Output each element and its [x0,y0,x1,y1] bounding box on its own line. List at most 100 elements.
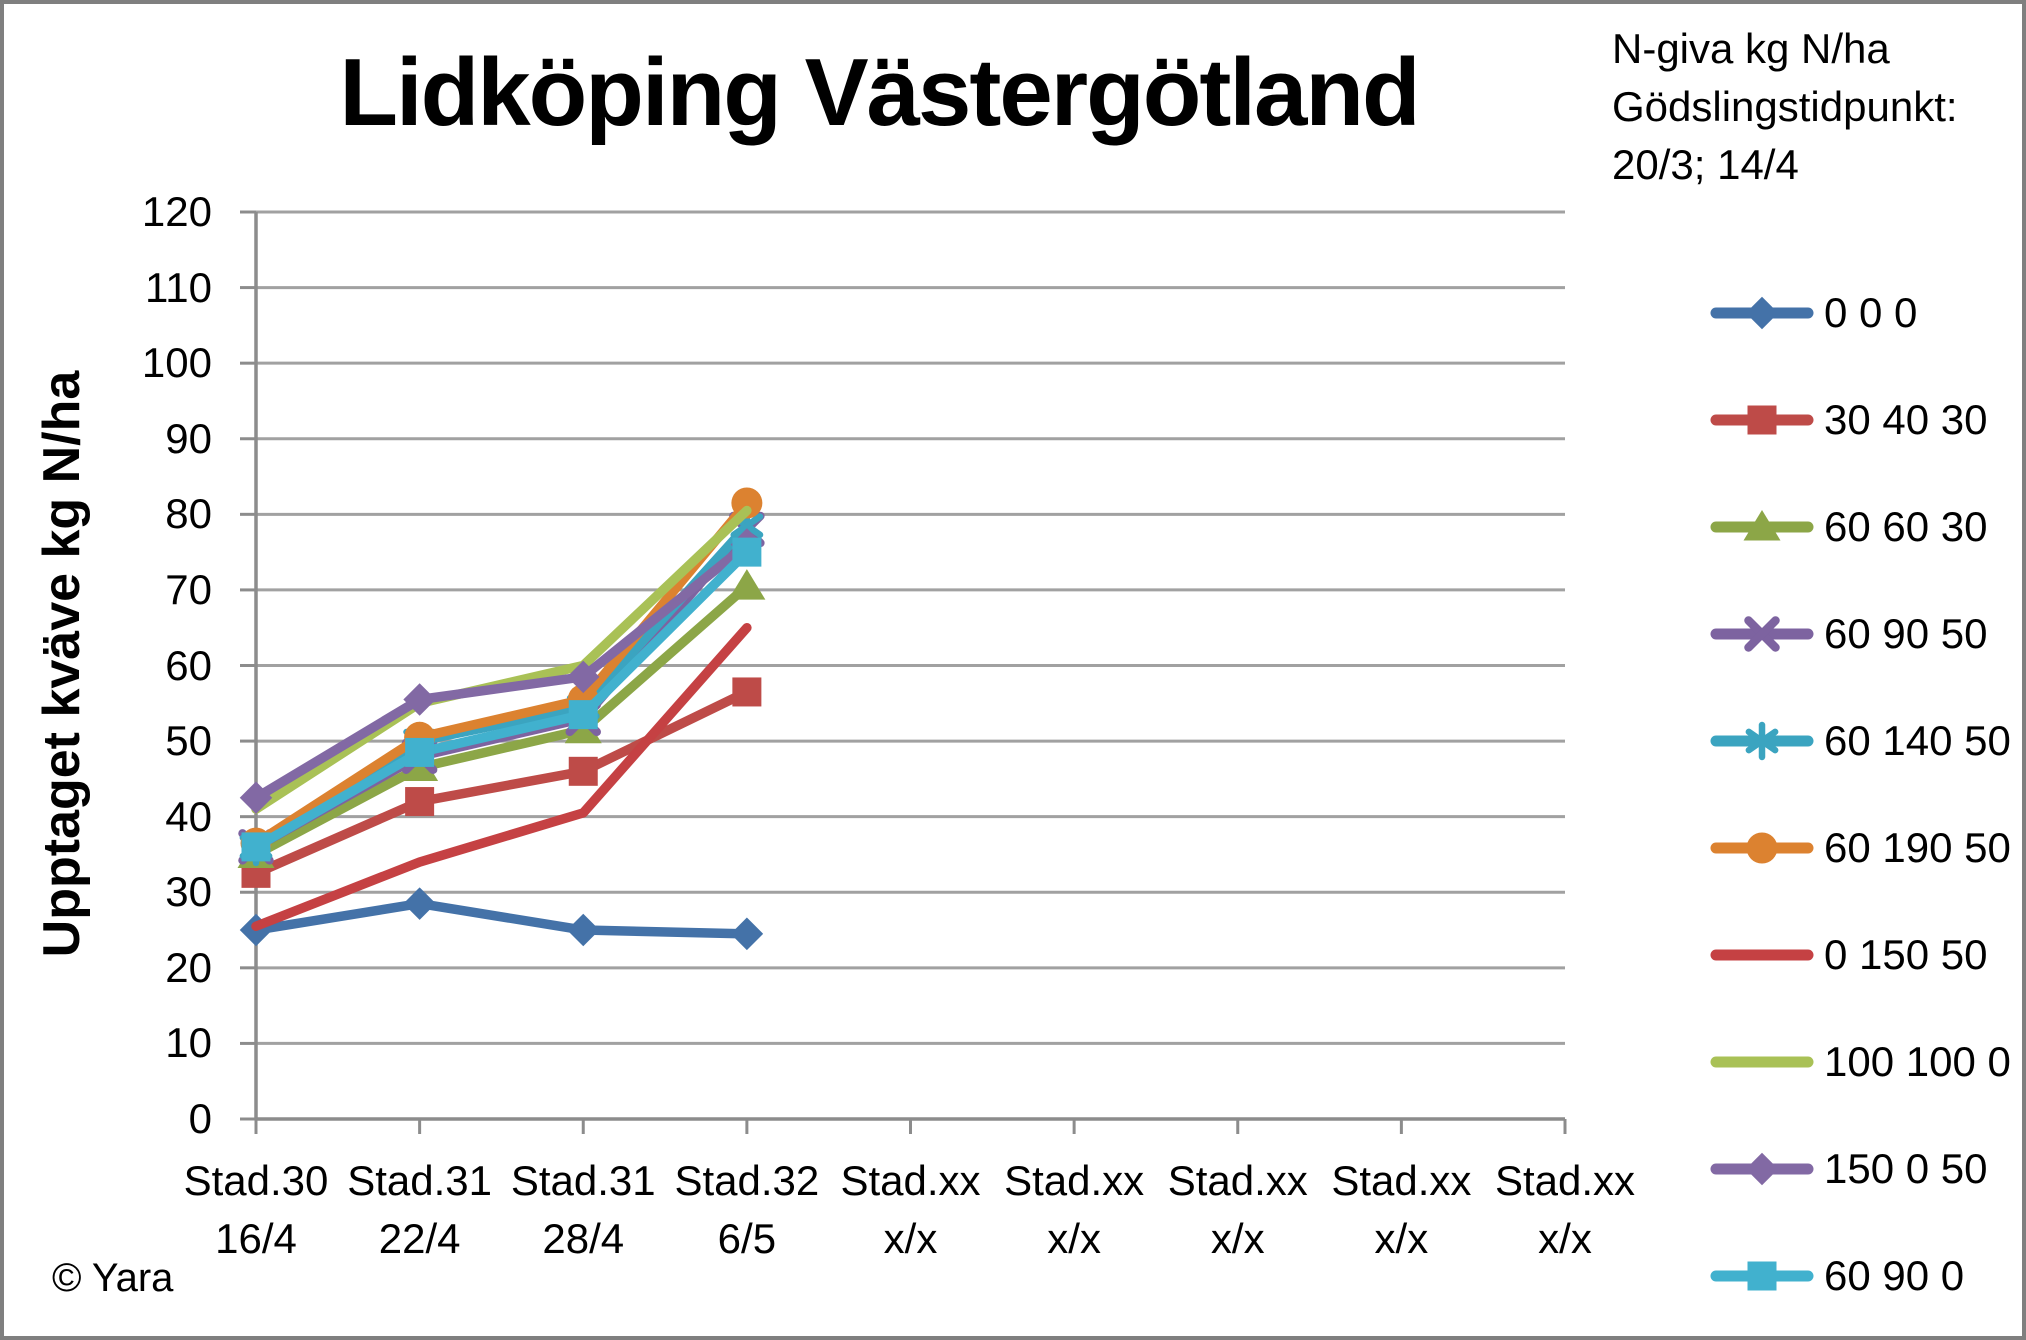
y-axis-tick-label: 40 [165,792,212,840]
legend-label: 60 60 30 [1824,503,1988,550]
legend-swatch [1710,296,1814,330]
series-60 190 50 [240,487,763,859]
legend-label: 0 150 50 [1824,931,1988,978]
legend-label: 100 100 0 [1824,1038,2011,1085]
marker-diamond [403,683,436,716]
marker-square [568,700,598,730]
legend-item-60-90-0: 60 90 0 [1710,1249,1964,1303]
marker-square [568,756,598,786]
marker-square [1747,1261,1777,1291]
y-axis-tick-label: 80 [165,490,212,538]
marker-diamond [1745,296,1779,330]
x-axis-category-label: Stad.xx x/x [796,1152,1026,1268]
category-date-label: x/x [883,1215,938,1262]
marker-triangle [728,569,766,600]
y-axis-tick-label: 50 [165,717,212,765]
legend-item-60-140-50: 60 140 50 [1710,714,2011,768]
y-axis-tick-label: 10 [165,1019,212,1067]
series-line [251,687,752,879]
marker-square [1747,405,1777,435]
series-60 90 0 [241,537,762,862]
legend-label: 30 40 30 [1824,396,1988,443]
legend-swatch [1710,405,1814,435]
x-axis-category-label: Stad.31 28/4 [468,1152,698,1268]
category-stage-label: Stad.31 [510,1157,656,1204]
legend-title-line-1: N-giva kg N/ha [1612,25,1890,72]
marker-square [405,737,435,767]
legend-label: 60 140 50 [1824,717,2011,764]
legend-swatch [1710,1056,1814,1068]
series-line [251,547,752,852]
marker-diamond [566,913,600,947]
y-axis-tick-label: 100 [141,339,212,387]
marker-asterisk [730,513,764,539]
series-0 150 50 [251,622,752,932]
x-axis-category-label: Stad.31 22/4 [305,1152,535,1268]
category-date-label: x/x [1538,1215,1592,1262]
legend-swatch [1710,721,1814,761]
category-stage-label: Stad.32 [674,1157,820,1204]
marker-circle [731,487,763,519]
legend-item-100-100-0: 100 100 0 [1710,1035,2011,1089]
series-line [251,505,752,814]
legend-title: N-giva kg N/ha Gödslingstidpunkt: 20/3; … [1612,20,1958,194]
y-axis-tick-label: 120 [141,188,212,235]
legend-swatch [1710,616,1814,652]
legend-label: 150 0 50 [1824,1145,1988,1192]
legend-swatch [1710,1152,1814,1186]
x-axis-category-label: Stad.xx x/x [1123,1152,1353,1268]
series-line [251,539,752,803]
x-axis-category-label: Stad.xx x/x [1286,1152,1516,1268]
category-date-label: x/x [1047,1215,1101,1262]
series-100 100 0 [251,505,752,814]
marker-square [241,832,271,862]
category-stage-label: Stad.xx [840,1157,981,1204]
marker-square [732,677,762,707]
legend-item-60-90-50: 60 90 50 [1710,607,1988,661]
legend-item-0-150-50: 0 150 50 [1710,928,1988,982]
legend-label: 60 90 50 [1824,610,1988,657]
y-axis-tick-label: 60 [165,641,212,689]
marker-square [405,787,435,817]
marker-diamond [730,917,764,951]
marker-square [732,537,762,567]
series-line [251,498,752,848]
legend-item-0-0-0: 0 0 0 [1710,286,1917,340]
marker-diamond [1745,1152,1779,1186]
category-stage-label: Stad.xx [1004,1157,1145,1204]
legend-label: 0 0 0 [1824,289,1918,336]
x-axis-category-label: Stad.xx x/x [1450,1152,1680,1268]
category-date-label: x/x [1210,1215,1265,1262]
category-date-label: 22/4 [378,1215,461,1262]
category-date-label: 6/5 [717,1215,777,1262]
legend-title-line-2: Gödslingstidpunkt: [1612,83,1958,130]
series-line [251,898,752,939]
legend-swatch [1710,1261,1814,1291]
x-axis-category-label: Stad.32 6/5 [632,1152,862,1268]
series-line [251,581,752,860]
category-stage-label: Stad.xx [1494,1157,1636,1204]
x-axis-category-label: Stad.xx x/x [959,1152,1189,1268]
legend-item-60-60-30: 60 60 30 [1710,500,1988,554]
category-stage-label: Stad.30 [183,1157,329,1204]
category-stage-label: Stad.xx [1167,1157,1308,1204]
marker-circle [1746,832,1778,864]
copyright-label: © Yara [52,1256,174,1300]
marker-diamond [566,660,600,694]
y-axis-tick-label: 30 [165,868,212,916]
series-30 40 30 [241,677,762,888]
y-axis-tick-label: 0 [188,1095,212,1142]
x-axis-category-label: Stad.30 16/4 [141,1152,371,1268]
legend-label: 60 190 50 [1824,824,2011,871]
marker-x [1744,616,1780,652]
series-line [251,622,752,932]
marker-diamond [403,887,436,920]
category-date-label: 28/4 [542,1215,625,1262]
plot-area [237,210,1567,1134]
legend-item-30-40-30: 30 40 30 [1710,393,1988,447]
y-axis-tick-label: 20 [165,943,212,991]
y-axis-tick-label: 70 [165,565,212,613]
chart-title: Lidköping Västergötland [339,39,1420,146]
category-stage-label: Stad.31 [347,1157,493,1204]
